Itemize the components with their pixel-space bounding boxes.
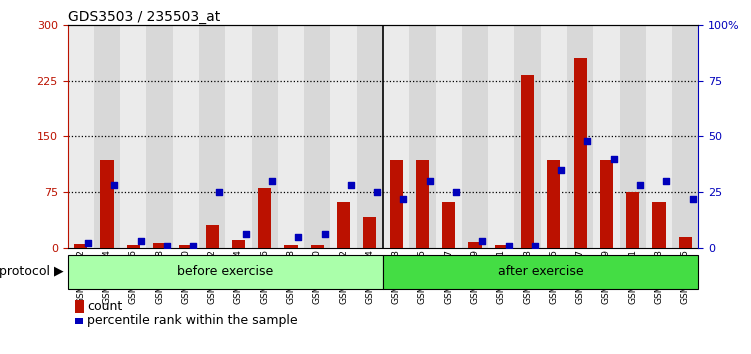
- Point: [82, 240, 94, 246]
- Bar: [311, 245, 324, 248]
- Bar: [567, 25, 593, 248]
- Point: [266, 178, 278, 184]
- Point: [240, 232, 252, 237]
- Bar: [179, 245, 192, 248]
- Bar: [547, 160, 560, 248]
- Point: [608, 156, 620, 161]
- Text: before exercise: before exercise: [177, 265, 273, 278]
- Bar: [173, 25, 199, 248]
- Point: [686, 196, 698, 201]
- Bar: [337, 202, 350, 248]
- Bar: [442, 202, 455, 248]
- Point: [424, 178, 436, 184]
- Bar: [330, 25, 357, 248]
- Bar: [620, 25, 646, 248]
- Bar: [258, 188, 271, 248]
- Bar: [541, 25, 567, 248]
- Bar: [390, 160, 403, 248]
- Point: [529, 243, 541, 249]
- Bar: [521, 75, 534, 248]
- Bar: [626, 192, 639, 248]
- Point: [371, 189, 383, 195]
- Bar: [127, 245, 140, 248]
- Point: [161, 243, 173, 249]
- Text: after exercise: after exercise: [498, 265, 584, 278]
- Point: [634, 183, 646, 188]
- Point: [450, 189, 462, 195]
- Bar: [120, 25, 146, 248]
- Bar: [672, 25, 698, 248]
- Point: [555, 167, 567, 173]
- Point: [134, 238, 146, 244]
- Text: percentile rank within the sample: percentile rank within the sample: [87, 314, 297, 327]
- Point: [187, 243, 199, 249]
- Bar: [101, 160, 113, 248]
- Bar: [495, 245, 508, 248]
- Bar: [252, 25, 278, 248]
- Point: [318, 232, 330, 237]
- Bar: [68, 25, 94, 248]
- Bar: [488, 25, 514, 248]
- Text: count: count: [87, 300, 122, 313]
- Bar: [199, 25, 225, 248]
- Bar: [593, 25, 620, 248]
- Point: [581, 138, 593, 144]
- Text: GDS3503 / 235503_at: GDS3503 / 235503_at: [68, 10, 220, 24]
- Point: [660, 178, 672, 184]
- Bar: [146, 25, 173, 248]
- Point: [108, 183, 120, 188]
- Bar: [94, 25, 120, 248]
- Bar: [679, 238, 692, 248]
- Bar: [357, 25, 383, 248]
- Bar: [232, 240, 245, 248]
- Point: [476, 238, 488, 244]
- Bar: [285, 245, 297, 248]
- Bar: [363, 217, 376, 248]
- Point: [502, 243, 514, 249]
- Bar: [646, 25, 672, 248]
- Bar: [383, 25, 409, 248]
- Bar: [469, 242, 481, 248]
- Point: [213, 189, 225, 195]
- Bar: [416, 160, 429, 248]
- Bar: [462, 25, 488, 248]
- Bar: [514, 25, 541, 248]
- Bar: [225, 25, 252, 248]
- Bar: [574, 58, 587, 248]
- Bar: [600, 160, 613, 248]
- Bar: [278, 25, 304, 248]
- Point: [345, 183, 357, 188]
- Text: protocol ▶: protocol ▶: [0, 265, 64, 278]
- Bar: [304, 25, 330, 248]
- Bar: [153, 242, 166, 248]
- Point: [397, 196, 409, 201]
- Bar: [653, 202, 665, 248]
- Bar: [206, 225, 219, 248]
- Bar: [409, 25, 436, 248]
- Point: [292, 234, 304, 239]
- Bar: [436, 25, 462, 248]
- Bar: [74, 244, 87, 248]
